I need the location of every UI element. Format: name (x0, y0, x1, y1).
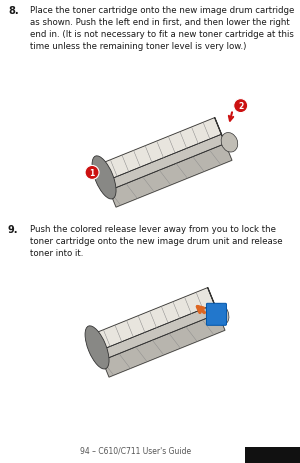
Polygon shape (99, 119, 221, 182)
Polygon shape (92, 335, 102, 361)
Polygon shape (98, 305, 218, 361)
Polygon shape (92, 288, 214, 351)
Text: 9.: 9. (8, 225, 19, 234)
Text: 2: 2 (238, 102, 243, 111)
Polygon shape (102, 314, 225, 377)
Polygon shape (99, 165, 109, 191)
Text: 8.: 8. (8, 6, 19, 16)
Text: Place the toner cartridge onto the new image drum cartridge
as shown. Push the l: Place the toner cartridge onto the new i… (30, 6, 294, 51)
Ellipse shape (212, 304, 229, 325)
Circle shape (85, 166, 99, 180)
Ellipse shape (92, 156, 116, 200)
Polygon shape (208, 288, 218, 314)
Text: Push the colored release lever away from you to lock the
toner cartridge onto th: Push the colored release lever away from… (30, 225, 283, 258)
Bar (245, 447, 300, 463)
Circle shape (234, 100, 248, 113)
FancyBboxPatch shape (206, 304, 226, 325)
Text: 1: 1 (89, 169, 95, 177)
Polygon shape (215, 119, 225, 144)
Text: 94 – C610/C711 User's Guide: 94 – C610/C711 User's Guide (80, 446, 191, 455)
Ellipse shape (221, 133, 238, 153)
Ellipse shape (85, 326, 109, 369)
Polygon shape (109, 144, 232, 207)
Polygon shape (106, 135, 225, 191)
